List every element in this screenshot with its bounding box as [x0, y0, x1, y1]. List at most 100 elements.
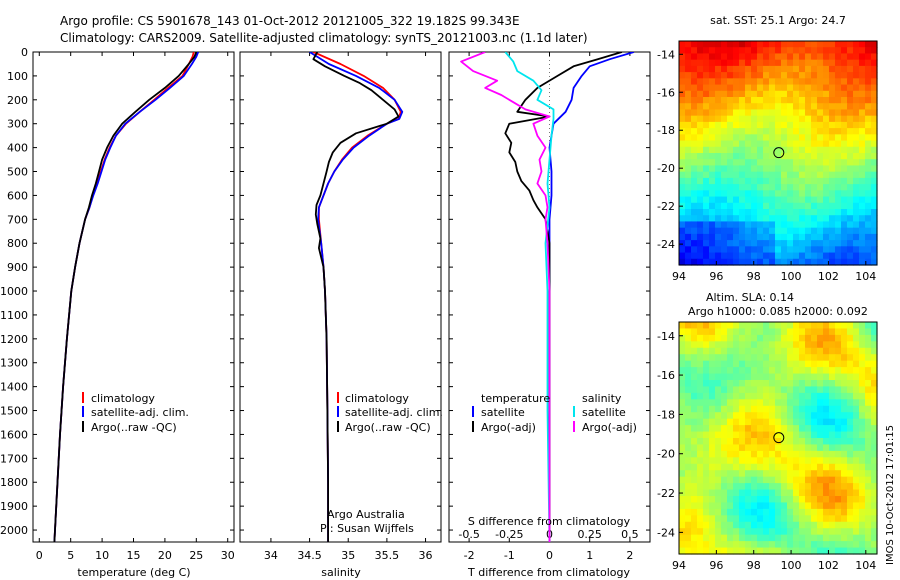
map-cell	[841, 367, 848, 375]
map-cell	[847, 341, 854, 349]
map-cell	[775, 541, 782, 549]
map-cell	[721, 190, 728, 198]
map-cell	[739, 134, 746, 142]
map-cell	[703, 53, 710, 61]
map-cell	[727, 515, 734, 523]
map-cell	[757, 386, 764, 394]
map-cell	[823, 354, 830, 362]
map-cell	[805, 450, 812, 458]
map-cell	[847, 215, 854, 223]
map-cell	[685, 153, 692, 160]
map-cell	[787, 78, 794, 86]
map-cell	[733, 65, 740, 73]
map-cell	[715, 470, 722, 478]
map-cell	[847, 354, 854, 362]
map-cell	[745, 47, 752, 55]
map-cell	[739, 246, 746, 254]
map-cell	[769, 153, 776, 160]
map-cell	[751, 84, 758, 92]
map-cell	[823, 496, 830, 504]
map-cell	[811, 328, 818, 336]
map-cell	[709, 72, 716, 79]
map-cell	[781, 502, 788, 510]
map-cell	[703, 190, 710, 198]
map-cell	[763, 392, 770, 400]
map-cell	[733, 215, 740, 223]
map-cell	[817, 146, 824, 154]
map-cell	[763, 53, 770, 61]
map-cell	[721, 534, 728, 542]
map-cell	[691, 483, 698, 491]
map-cell	[805, 341, 812, 349]
map-cell	[745, 78, 752, 86]
map-cell	[799, 72, 806, 79]
map-cell	[703, 463, 710, 471]
map-cell	[769, 508, 776, 516]
map-cell	[697, 140, 704, 148]
map-cell	[817, 399, 824, 407]
map-cell	[865, 53, 872, 61]
map-cell	[679, 153, 686, 160]
map-cell	[793, 233, 800, 241]
map-cell	[793, 190, 800, 198]
map-cell	[709, 521, 716, 529]
map-cell	[679, 373, 686, 381]
map-cell	[811, 367, 818, 375]
depth-tick-label: 700	[7, 213, 28, 226]
map-cell	[835, 159, 842, 167]
map-cell	[697, 84, 704, 92]
map-cell	[703, 252, 710, 260]
map-y-tick-label: -14	[657, 330, 675, 343]
map-cell	[841, 418, 848, 426]
map-cell	[829, 399, 836, 407]
map-cell	[739, 103, 746, 111]
map-cell	[697, 508, 704, 516]
map-cell	[721, 547, 728, 555]
map-cell	[691, 115, 698, 123]
map-cell	[769, 534, 776, 542]
map-cell	[751, 322, 758, 330]
map-cell	[769, 425, 776, 433]
map-cell	[721, 405, 728, 413]
map-cell	[709, 202, 716, 210]
map-cell	[745, 444, 752, 452]
map-cell	[709, 258, 716, 266]
map-cell	[775, 521, 782, 529]
map-cell	[733, 221, 740, 229]
map-cell	[775, 547, 782, 555]
map-cell	[727, 528, 734, 536]
map-cell	[757, 65, 764, 73]
map-cell	[829, 508, 836, 516]
map-cell	[799, 380, 806, 388]
map-cell	[721, 240, 728, 247]
map-cell	[811, 258, 818, 266]
map-cell	[853, 328, 860, 336]
map-cell	[757, 380, 764, 388]
map-cell	[823, 165, 830, 173]
map-cell	[865, 450, 872, 458]
map-cell	[685, 470, 692, 478]
map-cell	[775, 367, 782, 375]
map-cell	[679, 405, 686, 413]
map-cell	[745, 463, 752, 471]
map-cell	[709, 399, 716, 407]
map-cell	[739, 334, 746, 342]
map-cell	[805, 165, 812, 173]
map-cell	[721, 90, 728, 98]
map-cell	[709, 418, 716, 426]
map-cell	[739, 483, 746, 491]
map-cell	[811, 405, 818, 413]
map-cell	[775, 354, 782, 362]
map-cell	[745, 502, 752, 510]
map-cell	[715, 140, 722, 148]
map-cell	[871, 373, 878, 381]
map-cell	[757, 476, 764, 484]
map-cell	[709, 322, 716, 330]
map-cell	[715, 367, 722, 375]
map-cell	[685, 373, 692, 381]
salinity-panel-frame	[239, 51, 442, 543]
map-cell	[829, 405, 836, 413]
map-cell	[685, 322, 692, 330]
map-cell	[775, 483, 782, 491]
map-cell	[841, 240, 848, 247]
